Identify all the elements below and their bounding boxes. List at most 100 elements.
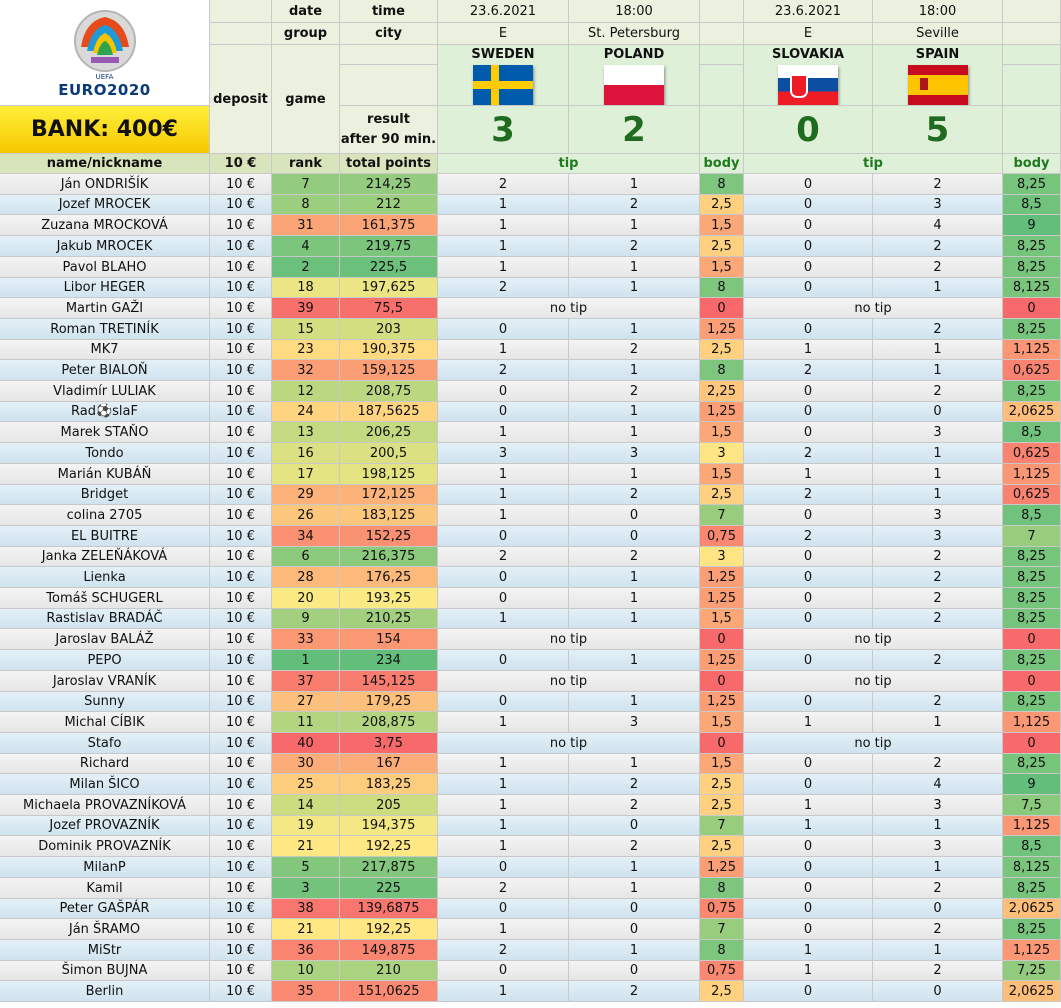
match1-city: St. Petersburg (569, 23, 700, 45)
score-slovakia: 0 (744, 106, 873, 154)
player-rank: 6 (272, 547, 340, 567)
match1-points: 2,5 (700, 795, 744, 816)
match2-tip-away: 0 (873, 981, 1003, 1002)
match1-tip-home: 1 (438, 774, 569, 795)
match2-points: 8,25 (1003, 547, 1061, 567)
match2-points: 0 (1003, 671, 1061, 692)
match1-no-tip: no tip (438, 733, 700, 754)
player-total-points: 205 (340, 795, 438, 816)
player-deposit: 10 € (210, 795, 272, 816)
match2-tip-home: 1 (744, 340, 873, 360)
match2-tip-away: 1 (873, 816, 1003, 836)
player-rank: 16 (272, 443, 340, 464)
match1-points: 8 (700, 878, 744, 899)
match2-tip-home: 0 (744, 878, 873, 899)
player-rank: 36 (272, 940, 340, 961)
match2-date: 23.6.2021 (744, 0, 873, 23)
blank-cell (210, 0, 272, 23)
match2-points: 8,25 (1003, 588, 1061, 609)
player-deposit: 10 € (210, 650, 272, 671)
match1-no-tip: no tip (438, 629, 700, 650)
match2-tip-away: 2 (873, 567, 1003, 588)
player-name: Lienka (0, 567, 210, 588)
player-rank: 32 (272, 360, 340, 381)
match1-points: 0,75 (700, 899, 744, 919)
player-total-points: 187,5625 (340, 402, 438, 422)
match1-points: 2,5 (700, 774, 744, 795)
sweden-flag-icon (473, 65, 533, 105)
match2-points: 8,25 (1003, 754, 1061, 774)
player-name: Kamil (0, 878, 210, 899)
player-deposit: 10 € (210, 257, 272, 278)
player-rank: 11 (272, 712, 340, 733)
match1-points: 1,5 (700, 609, 744, 629)
player-total-points: 172,125 (340, 485, 438, 505)
match2-tip-home: 0 (744, 836, 873, 857)
match2-tip-home: 1 (744, 940, 873, 961)
match1-points: 8 (700, 278, 744, 298)
match1-tip-home: 1 (438, 422, 569, 443)
match2-points: 8,25 (1003, 567, 1061, 588)
match1-points: 1,25 (700, 567, 744, 588)
match1-tip-home: 0 (438, 899, 569, 919)
player-name: colina 2705 (0, 505, 210, 526)
match2-tip-home: 1 (744, 961, 873, 981)
match1-tip-home: 0 (438, 961, 569, 981)
match2-tip-away: 2 (873, 692, 1003, 712)
euro-trophy-icon (73, 9, 136, 72)
logo-uefa: UEFA (95, 72, 114, 81)
blank-cell (340, 45, 438, 65)
player-rank: 30 (272, 754, 340, 774)
match1-tip-home: 2 (438, 547, 569, 567)
match2-tip-home: 1 (744, 464, 873, 485)
flag-shield (790, 74, 808, 98)
player-total-points: 152,25 (340, 526, 438, 547)
match2-points: 0 (1003, 298, 1061, 319)
match1-points: 1,5 (700, 712, 744, 733)
player-total-points: 234 (340, 650, 438, 671)
match1-tip-home: 2 (438, 174, 569, 195)
match1-tip-home: 1 (438, 609, 569, 629)
team-name: SWEDEN (471, 47, 535, 62)
match2-tip-home: 0 (744, 257, 873, 278)
match2-tip-home: 0 (744, 547, 873, 567)
player-total-points: 167 (340, 754, 438, 774)
score-sweden: 3 (438, 106, 569, 154)
match1-tip-away: 1 (569, 422, 700, 443)
player-total-points: 216,375 (340, 547, 438, 567)
player-rank: 15 (272, 319, 340, 340)
blank-cell (700, 65, 744, 106)
match1-tip-home: 2 (438, 360, 569, 381)
player-deposit: 10 € (210, 278, 272, 298)
bank-label: BANK: 400€ (0, 106, 210, 154)
match1-tip-away: 1 (569, 278, 700, 298)
match2-points: 7,5 (1003, 795, 1061, 816)
player-name: Marián KUBÁŇ (0, 464, 210, 485)
player-name: Bridget (0, 485, 210, 505)
player-total-points: 192,25 (340, 919, 438, 940)
match2-points: 8,25 (1003, 919, 1061, 940)
blank-cell (700, 0, 744, 23)
match2-points: 0,625 (1003, 443, 1061, 464)
match2-points: 8,5 (1003, 505, 1061, 526)
match1-tip-home: 1 (438, 981, 569, 1002)
player-name: MilanP (0, 857, 210, 878)
date-label: date (272, 0, 340, 23)
match2-tip-away: 2 (873, 319, 1003, 340)
match1-points: 2,5 (700, 236, 744, 257)
match1-tip-home: 0 (438, 526, 569, 547)
player-name: EL BUITRE (0, 526, 210, 547)
player-deposit: 10 € (210, 878, 272, 899)
match1-tip-away: 1 (569, 402, 700, 422)
match2-tip-home: 0 (744, 754, 873, 774)
player-rank: 7 (272, 174, 340, 195)
player-deposit: 10 € (210, 609, 272, 629)
player-rank: 5 (272, 857, 340, 878)
player-rank: 33 (272, 629, 340, 650)
spain-flag-icon (907, 65, 968, 105)
match1-points: 2,5 (700, 981, 744, 1002)
match1-tip-away: 2 (569, 547, 700, 567)
player-rank: 18 (272, 278, 340, 298)
match2-tip-home: 2 (744, 526, 873, 547)
match1-tip-away: 2 (569, 795, 700, 816)
